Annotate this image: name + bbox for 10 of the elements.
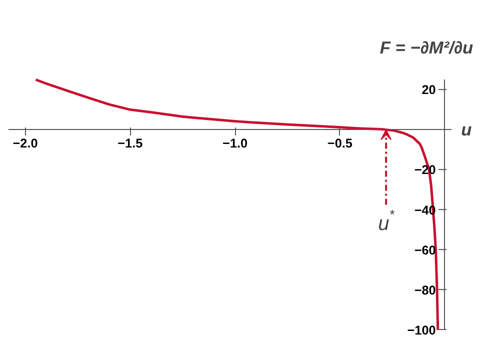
x-tick-label: −0.5 [327, 136, 352, 151]
x-axis-title: u [461, 120, 472, 140]
x-tick-label: −2.0 [12, 136, 38, 151]
y-tick-label: −80 [414, 283, 436, 298]
y-tick-label: −100 [407, 323, 436, 338]
x-tick-label: −1.5 [118, 136, 143, 151]
y-axis-title: F = −∂M²/∂u [380, 38, 474, 58]
y-tick-label: 20 [422, 83, 436, 98]
annotation: u* [378, 206, 396, 235]
x-tick-label: −1.0 [222, 136, 248, 151]
